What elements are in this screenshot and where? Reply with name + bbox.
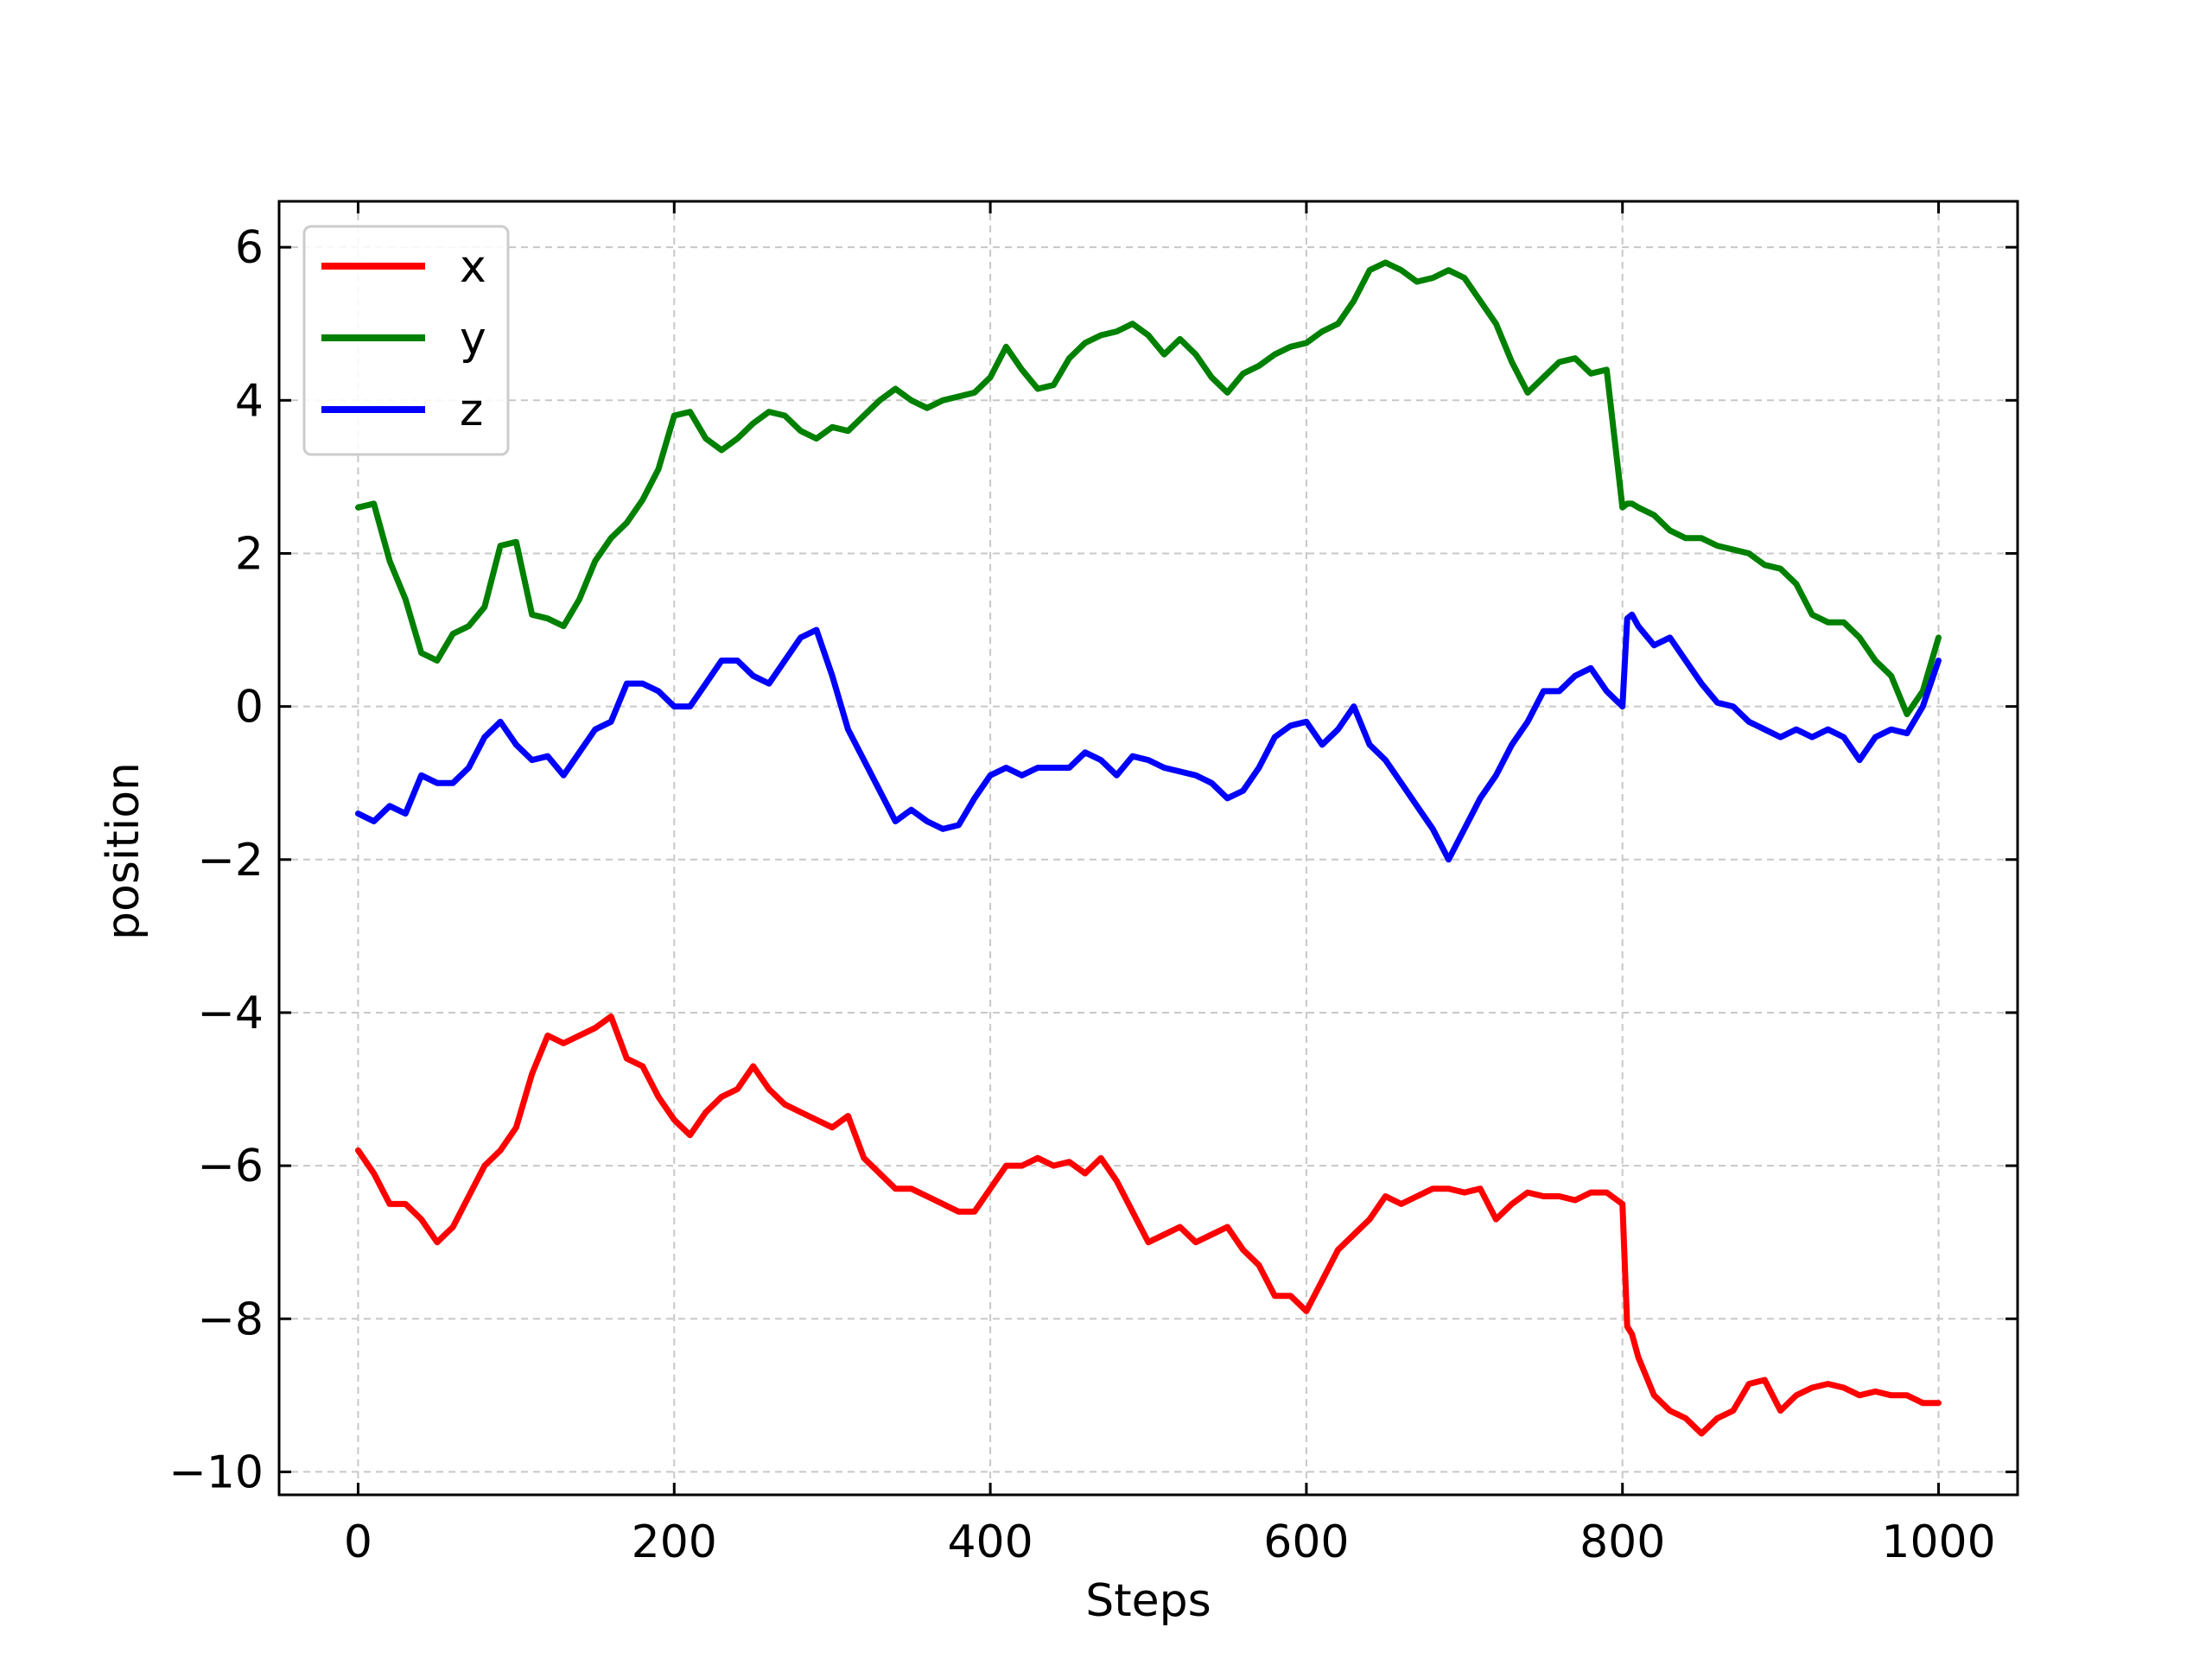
y-tick-label: 0 — [235, 682, 264, 734]
legend: x y z — [302, 225, 510, 456]
series-line-z — [355, 611, 1942, 863]
axis-ticks — [279, 201, 2018, 1495]
x-tick-label: 200 — [632, 1516, 717, 1568]
legend-label-x: x — [460, 241, 486, 293]
plot-frame — [277, 200, 2019, 1497]
x-tick-label: 800 — [1580, 1516, 1665, 1568]
y-tick-label: 2 — [235, 528, 264, 580]
y-tick-label: 6 — [235, 222, 264, 274]
series-line-x — [355, 1013, 1942, 1437]
y-tick-label: −8 — [197, 1294, 264, 1345]
y-tick-label: −10 — [168, 1446, 264, 1498]
legend-label-y: y — [460, 313, 486, 365]
y-tick-label: 4 — [235, 375, 264, 427]
tick-labels: 0 200 400 600 800 1000 6 4 2 0 −2 −4 −6 −8 −10 — [168, 222, 1995, 1568]
x-tick-label: 1000 — [1881, 1516, 1995, 1568]
series-line-y — [355, 259, 1942, 717]
x-tick-label: 0 — [344, 1516, 372, 1568]
y-tick-label: −4 — [197, 988, 264, 1039]
x-tick-label: 400 — [947, 1516, 1033, 1568]
y-axis-label: position — [98, 762, 149, 940]
legend-label-z: z — [460, 385, 483, 436]
x-tick-label: 600 — [1263, 1516, 1349, 1568]
series-lines — [355, 259, 1942, 1437]
x-axis-label: Steps — [1085, 1575, 1211, 1627]
y-tick-label: −2 — [197, 835, 264, 887]
y-tick-label: −6 — [197, 1141, 264, 1192]
